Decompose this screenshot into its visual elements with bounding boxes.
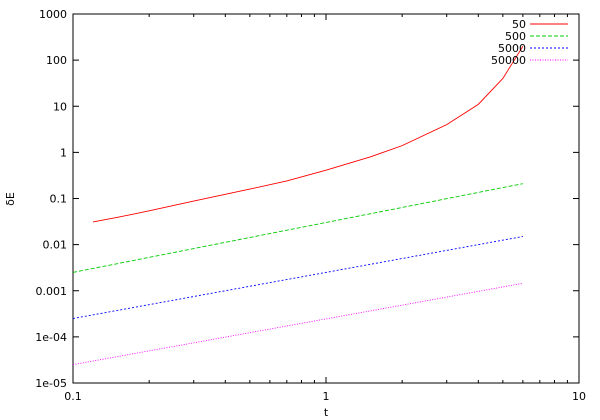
y-tick-label: 0.001	[36, 285, 68, 298]
y-tick-label: 0.1	[50, 193, 68, 206]
axis-ticks: 0.1 1 10 1e-05 1e-04 0.001 0.01 0.1 1 10 100 1000	[35, 8, 586, 403]
series-lines	[72, 46, 524, 366]
x-axis-label: t	[324, 406, 329, 419]
legend-label: 5000	[498, 42, 526, 55]
x-tick-label: 1	[323, 390, 330, 403]
legend-label: 500	[505, 30, 526, 43]
legend-label: 50	[512, 18, 526, 31]
y-tick-label: 0.01	[43, 239, 68, 252]
y-axis-label: δE	[4, 192, 17, 206]
y-tick-label: 100	[46, 54, 67, 67]
x-tick-label: 10	[572, 390, 586, 403]
series-line-50000	[72, 282, 523, 366]
legend-label: 50000	[491, 54, 526, 67]
y-tick-label: 1	[60, 146, 67, 159]
series-line-50	[92, 46, 524, 223]
series-line-500	[72, 183, 523, 273]
plot-area-frame	[72, 13, 580, 384]
y-tick-label: 1000	[39, 8, 67, 21]
y-tick-label: 1e-04	[35, 331, 67, 344]
series-line-5000	[72, 236, 523, 319]
y-tick-label: 10	[53, 100, 67, 113]
y-tick-label: 1e-05	[35, 377, 67, 390]
x-tick-label: 0.1	[64, 390, 82, 403]
